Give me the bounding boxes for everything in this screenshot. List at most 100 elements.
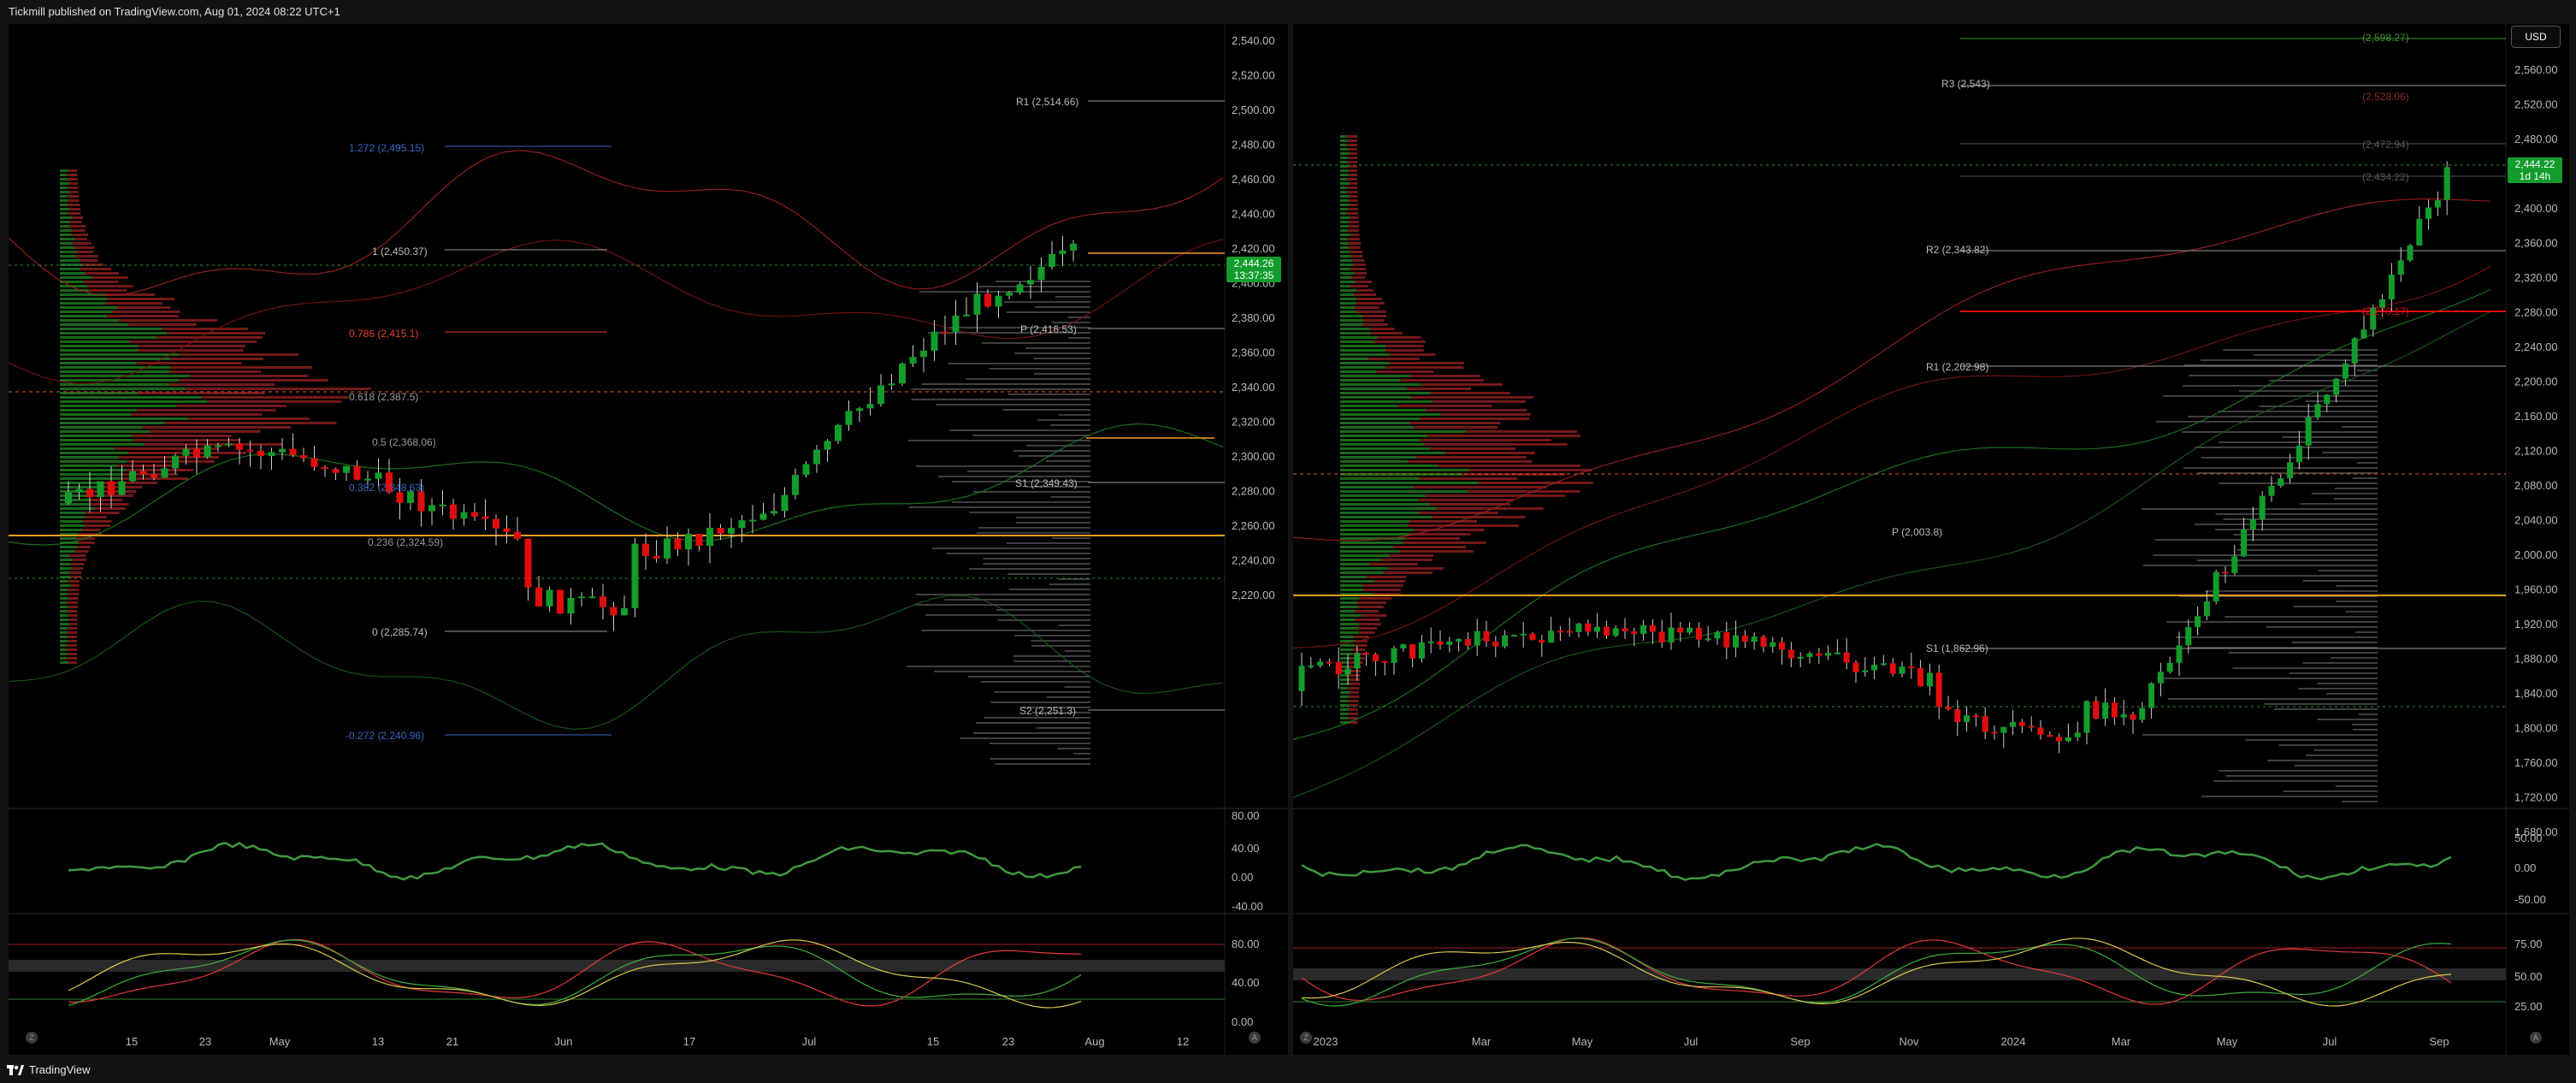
volume-profile-bar xyxy=(60,204,68,206)
volume-profile-bar xyxy=(1411,396,1533,399)
session-volume-bar xyxy=(1013,660,1090,662)
volume-profile-bar xyxy=(1349,152,1358,155)
session-volume-bar xyxy=(2213,780,2378,782)
volume-profile-bar xyxy=(1340,460,1408,463)
candle-body xyxy=(664,538,671,559)
session-volume-bar xyxy=(1016,517,1090,518)
volume-profile-bar xyxy=(1340,426,1414,429)
volume-profile-bar xyxy=(60,494,91,497)
currency-button[interactable]: USD xyxy=(2511,26,2561,48)
time-axis-label: Jul xyxy=(1684,1035,1699,1048)
price-axis-label: 2,080.00 xyxy=(2514,479,2558,492)
candle-body xyxy=(631,543,639,608)
volume-profile-bar xyxy=(1340,281,1356,283)
volume-profile-bar xyxy=(1340,157,1348,159)
volume-profile-bar xyxy=(83,520,112,523)
volume-profile-bar xyxy=(1420,512,1498,514)
volume-profile-bar xyxy=(1340,383,1421,386)
volume-profile-bar xyxy=(60,584,71,587)
volume-profile-bar xyxy=(74,238,87,240)
candle-body xyxy=(931,331,938,351)
candle-body xyxy=(151,474,157,478)
volume-profile-bar xyxy=(1348,717,1358,719)
volume-profile-bar xyxy=(1347,229,1359,232)
tradingview-brand[interactable]: TradingView xyxy=(7,1063,91,1076)
volume-profile-bar xyxy=(1340,186,1347,189)
volume-profile-bar xyxy=(60,208,69,210)
volume-profile-bar xyxy=(1340,152,1350,155)
time-axis-label: 13 xyxy=(372,1035,384,1048)
right-chart-panel[interactable]: 2,560.002,520.002,480.002,440.002,400.00… xyxy=(1293,24,2569,1055)
pivot-p-label: P (2,003.8) xyxy=(1892,526,1942,538)
volume-profile-bar xyxy=(127,460,215,463)
candle-body xyxy=(310,458,318,468)
candle-body xyxy=(1006,293,1013,296)
price-axis-label: 2,220.00 xyxy=(1232,589,1275,601)
candle-body xyxy=(86,488,93,498)
candle-body xyxy=(1871,665,1878,671)
volume-profile-bar xyxy=(60,268,80,270)
scale-z-button[interactable]: Z xyxy=(26,1032,38,1044)
volume-profile-bar xyxy=(1437,507,1544,510)
left-chart-canvas[interactable]: 2,540.00 2,520.00 2,500.00 2,480.00 2,460.00… xyxy=(9,24,1288,1055)
volume-profile-bar xyxy=(1347,687,1360,689)
volume-profile-bar xyxy=(74,550,89,553)
volume-profile-bar xyxy=(1340,165,1348,168)
volume-profile-bar xyxy=(168,383,275,386)
volume-profile-bar xyxy=(60,293,106,296)
candle-body xyxy=(471,512,478,517)
session-volume-bar xyxy=(2189,647,2378,648)
candle-body xyxy=(2324,394,2331,405)
stochastic-line xyxy=(68,938,1082,1007)
volume-profile-bar xyxy=(60,349,139,352)
scale-auto-button[interactable]: A xyxy=(2530,1032,2542,1044)
volume-profile-bar xyxy=(60,182,69,185)
candle-body xyxy=(493,518,499,529)
volume-profile-bar xyxy=(1340,238,1348,240)
volume-profile-bar xyxy=(1340,443,1425,446)
session-volume-bar xyxy=(2196,559,2378,561)
candle-body xyxy=(1991,731,1998,734)
candle-body xyxy=(118,481,126,495)
session-volume-bar xyxy=(1008,589,1090,590)
volume-profile-bar xyxy=(1340,490,1468,493)
volume-profile-bar xyxy=(72,559,87,561)
candle-body xyxy=(567,597,575,614)
left-chart-panel[interactable]: 2,540.00 2,520.00 2,500.00 2,480.00 2,460.00… xyxy=(9,24,1288,1055)
volume-profile-bar xyxy=(92,276,128,279)
volume-profile-bar xyxy=(138,392,265,394)
session-volume-bar xyxy=(2278,744,2378,746)
volume-profile-bar xyxy=(1358,627,1377,630)
candle-body xyxy=(193,448,200,458)
session-volume-bar xyxy=(983,563,1090,565)
volume-profile-bar xyxy=(1340,554,1390,557)
right-chart-canvas[interactable]: 2,560.002,520.002,480.002,440.002,400.00… xyxy=(1293,24,2569,1055)
candle-body xyxy=(161,468,168,478)
volume-profile-bar xyxy=(105,293,156,296)
candle-body xyxy=(2203,601,2210,617)
volume-profile-bar xyxy=(1340,430,1467,433)
volume-profile-bar xyxy=(68,653,78,655)
volume-profile-bar xyxy=(1340,627,1359,630)
scale-auto-button[interactable]: A xyxy=(1249,1032,1261,1044)
candle-body xyxy=(1982,716,1988,732)
volume-profile-bar xyxy=(1347,674,1361,677)
fib-0382-label: 0.382 (2,348.63) xyxy=(349,482,424,494)
brand-text: TradingView xyxy=(29,1063,91,1076)
volume-profile-bar xyxy=(1354,636,1369,638)
volume-profile-bar xyxy=(1340,409,1426,411)
volume-profile-bar xyxy=(1340,332,1371,334)
session-volume-bar xyxy=(921,630,1090,631)
session-volume-bar xyxy=(2254,354,2378,356)
volume-profile-bar xyxy=(1348,704,1359,707)
candle-body xyxy=(2268,485,2275,496)
session-volume-bar xyxy=(972,435,1090,436)
scale-z-button[interactable]: Z xyxy=(1300,1032,1312,1044)
candle-body xyxy=(728,528,735,534)
volume-profile-bar xyxy=(132,435,232,437)
osc2-axis-label: 75.00 xyxy=(2514,938,2543,950)
volume-profile-bar xyxy=(60,460,127,463)
session-volume-bar xyxy=(983,558,1090,559)
candle-body xyxy=(759,513,767,520)
session-volume-bar xyxy=(1031,712,1090,713)
